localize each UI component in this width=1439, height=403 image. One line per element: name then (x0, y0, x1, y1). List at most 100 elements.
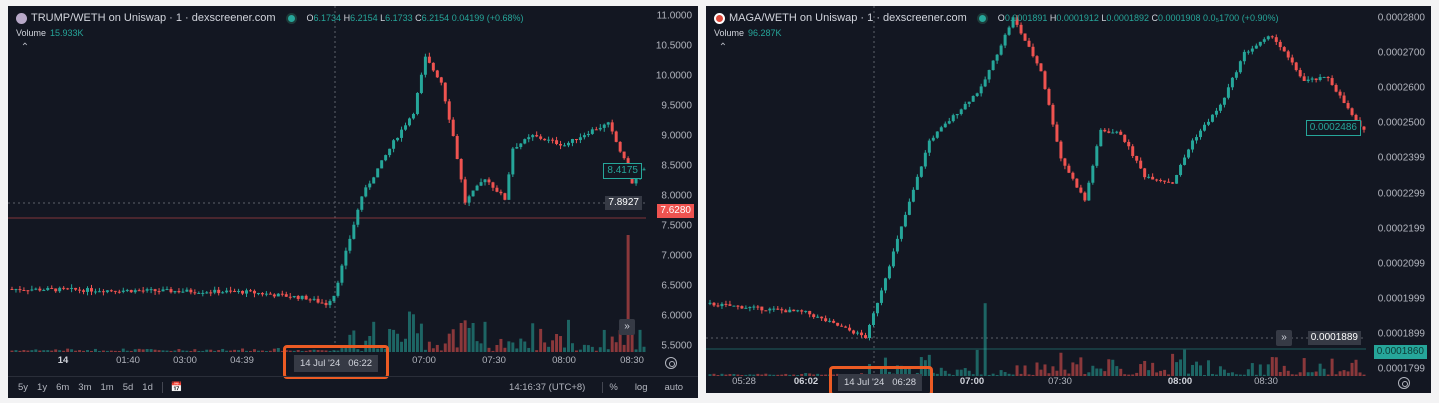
candle-body (963, 103, 967, 110)
volume-bar (129, 350, 133, 352)
candle-body (744, 307, 748, 309)
calendar-goto-icon[interactable]: 📅 (161, 382, 183, 393)
maga-candles-plot[interactable] (706, 6, 1431, 393)
volume-bar (1119, 368, 1123, 376)
volume-bar (181, 350, 185, 352)
log-toggle[interactable]: log (634, 382, 648, 393)
scroll-to-realtime-button[interactable]: » (1276, 330, 1292, 346)
volume-bar (30, 350, 34, 352)
volume-bar (101, 350, 105, 352)
range-1d[interactable]: 1d (142, 382, 153, 393)
scroll-to-realtime-button[interactable]: » (619, 319, 635, 335)
candle-body (1314, 78, 1318, 81)
volume-bar (1103, 371, 1107, 376)
candle-body (475, 185, 479, 191)
candle-body (1171, 182, 1175, 184)
settings-gear-icon[interactable] (1398, 377, 1410, 389)
candle-body (1179, 164, 1183, 175)
range-5d[interactable]: 5d (122, 382, 134, 393)
volume-bar (555, 334, 559, 352)
volume-bar (1254, 374, 1258, 376)
y-axis-tick: 11.0000 (656, 10, 692, 22)
volume-bar (1067, 373, 1071, 376)
volume-bar (987, 374, 991, 376)
candle-body (1210, 114, 1214, 122)
candle-body (1091, 165, 1095, 183)
settings-gear-icon[interactable] (665, 357, 677, 369)
volume-bar (1302, 358, 1306, 376)
candle-body (197, 292, 201, 294)
candle-body (1330, 78, 1334, 85)
candle-body (153, 289, 157, 292)
volume-bar (1278, 371, 1282, 376)
range-6m[interactable]: 6m (56, 382, 70, 393)
volume-bar (712, 373, 716, 376)
volume-bar (1095, 368, 1099, 376)
candle-body (455, 135, 459, 159)
volume-bar (979, 374, 983, 376)
candle-body (1266, 36, 1270, 40)
x-axis-tick: 07:00 (959, 376, 985, 387)
volume-bar (1266, 364, 1270, 376)
range-3m[interactable]: 3m (78, 382, 92, 393)
candle-body (1095, 146, 1099, 166)
volume-bar (1091, 365, 1095, 376)
auto-toggle[interactable]: auto (664, 382, 684, 393)
volume-bar (1246, 369, 1250, 376)
green-price-tag: 0.0001860 (1373, 345, 1427, 359)
volume-bar (578, 349, 582, 352)
candle-body (252, 290, 256, 294)
y-axis-tick: 0.0001799 (1377, 363, 1425, 375)
bottom-toolbar: 5y 1y 6m 3m 1m 5d 1d 📅 14:16:37 (UTC+8) … (8, 376, 698, 398)
x-axis-tick: 05:28 (732, 376, 756, 387)
candle-body (728, 304, 732, 306)
candle-body (1139, 160, 1143, 169)
volume-bar (1218, 366, 1222, 376)
volume-bar (590, 346, 594, 352)
candle-body (927, 140, 931, 153)
percent-toggle[interactable]: % (602, 382, 618, 393)
volume-bar (1191, 364, 1195, 376)
volume-bar (50, 350, 54, 352)
x-axis-tick: 08:30 (620, 355, 644, 366)
range-1y[interactable]: 1y (37, 382, 48, 393)
collapse-legend-button[interactable]: ⌃ (20, 42, 30, 53)
volume-bar (832, 374, 836, 376)
volume-bar (245, 350, 248, 352)
maga-chart-panel[interactable]: MAGA/WETH on Uniswap · 1 · dexscreener.c… (706, 6, 1431, 393)
volume-bar (1286, 370, 1290, 376)
candle-body (173, 291, 177, 293)
candle-body (1003, 34, 1007, 46)
crosshair-time-label: 14 Jul '24 06:22 (293, 355, 379, 372)
volume-bar (86, 350, 89, 352)
range-1m[interactable]: 1m (100, 382, 114, 393)
collapse-legend-button[interactable]: ⌃ (718, 42, 728, 53)
volume-bar (18, 350, 22, 352)
volume-bar (1338, 371, 1342, 376)
trump-candles-plot[interactable] (8, 6, 698, 398)
volume-bar (1011, 374, 1015, 376)
y-axis-tick: 7.0000 (661, 250, 692, 262)
volume-bar (332, 350, 336, 352)
volume-bar (1358, 372, 1362, 376)
candle-body (772, 308, 776, 310)
volume-bar (606, 349, 610, 352)
volume-bar (304, 350, 308, 352)
volume-bar (1139, 364, 1143, 376)
candle-body (1087, 182, 1091, 201)
volume-bar (630, 327, 634, 352)
trump-chart-panel[interactable]: TRUMP/WETH on Uniswap · 1 · dexscreener.… (8, 6, 698, 398)
candle-body (125, 289, 129, 291)
candle-body (181, 291, 185, 293)
candle-body (979, 86, 983, 94)
volume-bar (1003, 372, 1007, 376)
y-axis-tick: 6.5000 (661, 280, 692, 292)
volume-bar (708, 374, 712, 376)
volume-bar (10, 350, 14, 352)
candle-body (720, 303, 724, 307)
candle-body (594, 129, 598, 131)
candle-body (1334, 84, 1338, 92)
range-5y[interactable]: 5y (18, 382, 29, 393)
candle-body (384, 155, 388, 161)
highlight-box (829, 366, 933, 393)
